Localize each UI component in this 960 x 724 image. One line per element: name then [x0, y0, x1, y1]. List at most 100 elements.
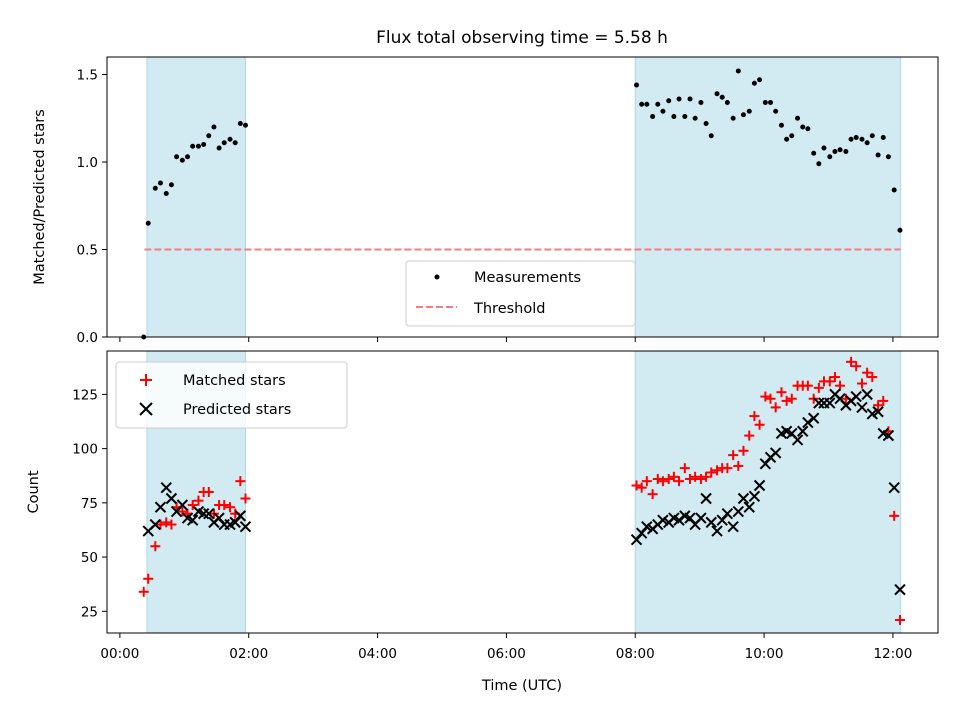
measurement-point [221, 140, 227, 146]
predicted-star-point [700, 492, 712, 505]
chart-title: Flux total observing time = 5.58 h [376, 28, 668, 48]
measurement-point [243, 122, 248, 128]
y-tick-label: 125 [72, 387, 98, 403]
predicted-star-point [149, 518, 162, 531]
measurement-point [853, 135, 859, 140]
predicted-star-point [165, 492, 178, 505]
measurement-point [650, 114, 656, 119]
y-tick-label: 1.5 [77, 68, 98, 84]
predicted-star-point [813, 397, 825, 409]
measurement-point [843, 149, 849, 154]
measurement-point [837, 147, 843, 153]
matched-star-point [738, 445, 749, 456]
measurement-point [152, 185, 158, 191]
predicted-star-point [807, 412, 820, 424]
measurement-point [885, 154, 891, 160]
measurement-point [805, 126, 811, 132]
measurement-point [773, 108, 779, 114]
matched-star-point [706, 467, 717, 478]
measurement-point [232, 140, 238, 146]
measurement-point [157, 180, 163, 186]
matched-star-point [856, 378, 867, 389]
measurement-point [227, 136, 233, 142]
matched-star-point [647, 489, 658, 500]
matched-star-point [862, 367, 873, 378]
measurement-point [869, 133, 875, 139]
predicted-star-point [769, 447, 782, 459]
predicted-star-point [160, 481, 172, 494]
predicted-star-point [727, 521, 739, 533]
measurement-point [762, 100, 768, 105]
measurement-point [195, 143, 201, 149]
measurement-points [141, 68, 903, 340]
y-tick-label: 25 [81, 604, 98, 620]
y-tick-label: 1.0 [77, 155, 98, 171]
x-tick-label: 12:00 [873, 646, 912, 662]
measurement-point [168, 182, 174, 188]
y-tick-label: 100 [72, 442, 98, 458]
predicted-star-point [861, 388, 873, 401]
top-legend-box [405, 260, 636, 327]
predicted-star-point [234, 510, 247, 522]
matched-star-point [894, 614, 905, 625]
legend-predicted-label: Predicted stars [183, 402, 291, 418]
predicted-star-point [176, 499, 189, 511]
x-tick-label: 04:00 [358, 646, 397, 662]
matched-star-point [835, 380, 846, 391]
measurement-point [784, 136, 790, 142]
bottom-axes-frame [106, 350, 939, 634]
measurement-point [735, 68, 741, 74]
predicted-star-point [239, 521, 252, 533]
predicted-star-point [154, 501, 167, 513]
matched-star-point [695, 473, 706, 484]
matched-star-point [829, 372, 840, 383]
measurement-point [655, 101, 661, 107]
y-tick-label: 75 [81, 496, 98, 512]
measurement-point [634, 82, 640, 88]
x-tick-label: 06:00 [487, 646, 526, 662]
matched-star-point [878, 395, 889, 406]
matched-star-point [684, 473, 695, 484]
matched-star-point [652, 473, 663, 484]
measurement-point [778, 122, 784, 128]
predicted-star-point [197, 507, 210, 520]
top-y-ticks: 0.0 0.5 1.0 1.5 [77, 68, 107, 346]
matched-star-point [728, 450, 739, 461]
matched-star-point [641, 476, 652, 487]
matched-star-point [824, 376, 835, 387]
bottom-x-ticks: 00:00 02:00 04:00 06:00 08:00 10:00 12:00 [100, 633, 912, 662]
matched-star-point [636, 482, 647, 493]
measurement-point [671, 114, 677, 119]
predicted-star-point [824, 397, 836, 409]
matched-star-point [663, 473, 674, 484]
measurement-point [639, 101, 645, 107]
matched-star-point [177, 506, 188, 517]
matched-star-point [674, 476, 685, 487]
predicted-star-point [882, 429, 895, 442]
measurement-point [789, 133, 795, 139]
matched-star-point [150, 541, 161, 552]
measurement-point [880, 135, 886, 140]
matched-star-point [744, 430, 755, 441]
x-tick-label: 00:00 [100, 646, 139, 662]
matched-star-point [193, 495, 204, 506]
measurement-point [757, 77, 763, 83]
legend-predicted-marker [139, 402, 153, 416]
measurement-point [692, 115, 698, 121]
measurement-point [216, 145, 222, 151]
measurement-point [687, 96, 693, 102]
measurement-point [724, 100, 730, 105]
measurement-point [832, 149, 838, 154]
measurement-point [714, 91, 720, 97]
predicted-star-point [695, 512, 707, 524]
measurement-point [660, 108, 666, 114]
measurement-point [740, 112, 746, 118]
predicted-star-point [732, 505, 745, 518]
predicted-star-point [888, 481, 900, 494]
matched-star-point [873, 400, 884, 411]
measurement-point [185, 154, 191, 160]
measurement-point [800, 124, 806, 130]
matched-star-point [219, 500, 230, 511]
matched-star-point [776, 387, 787, 398]
